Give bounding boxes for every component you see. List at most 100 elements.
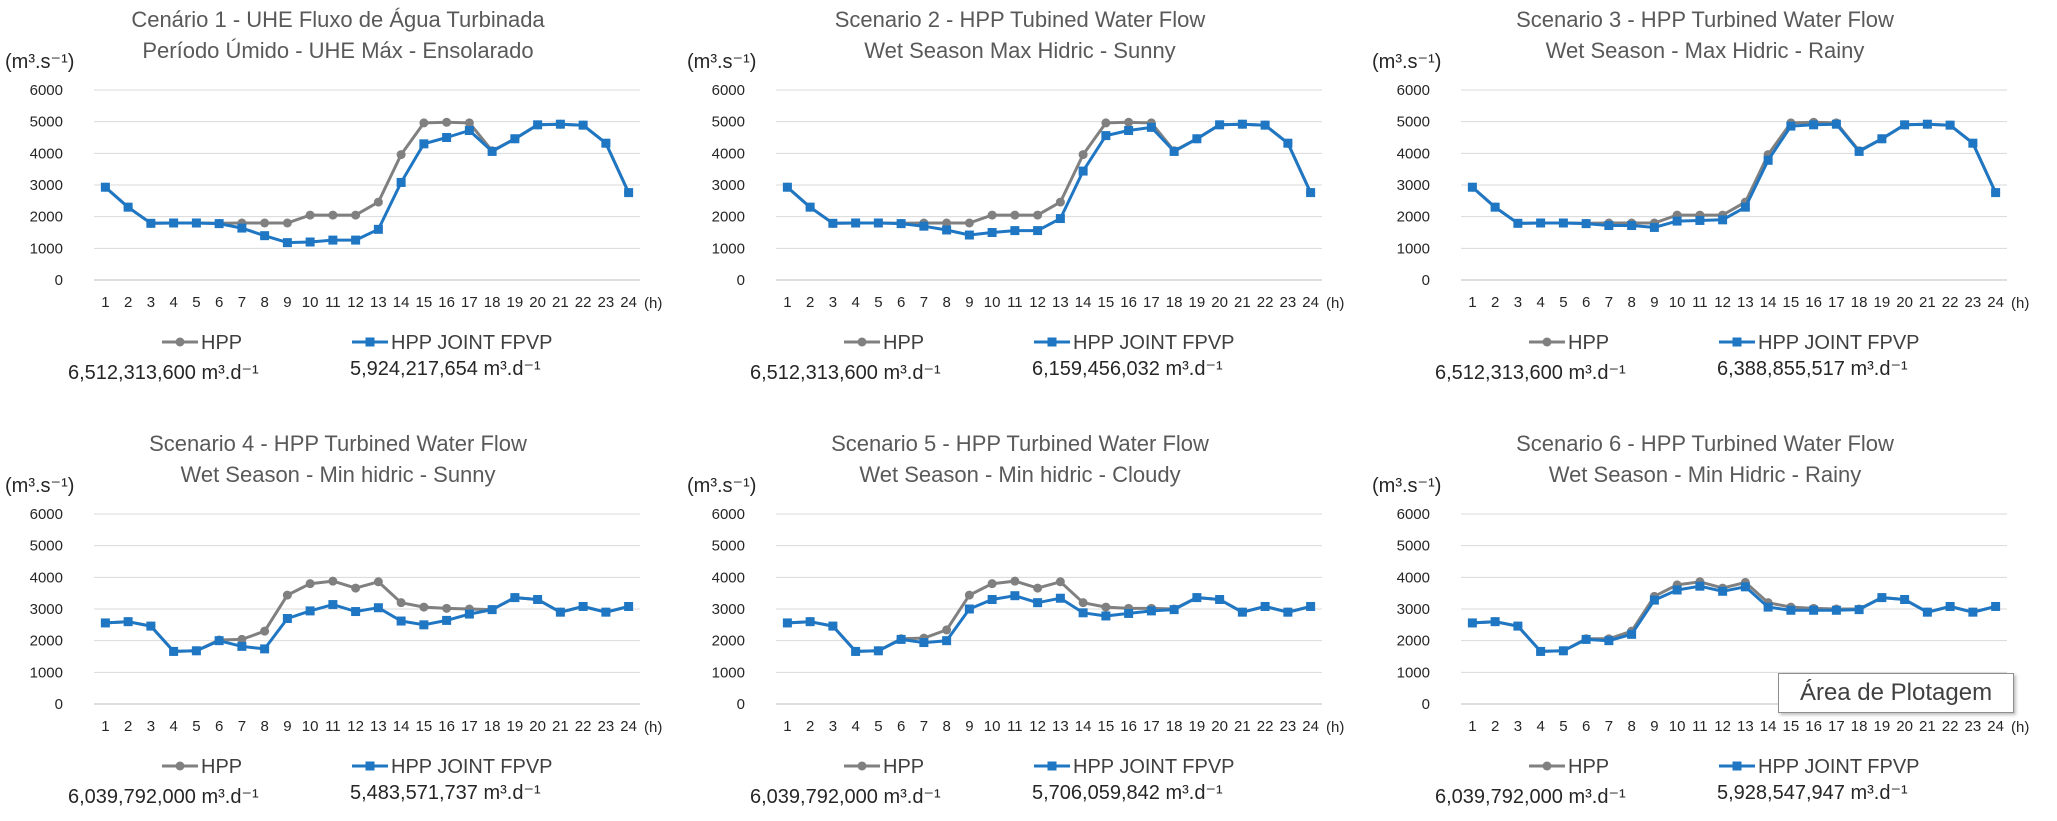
chart3-title: Scenario 3 - HPP Turbined Water Flow xyxy=(1516,7,1894,32)
chart5-series-2-total: 5,706,059,842 m³.d⁻¹ xyxy=(1032,782,1223,804)
chart5-series-2-point xyxy=(987,595,997,604)
chart1-series-2-point xyxy=(146,218,156,228)
chart6-title: Scenario 6 - HPP Turbined Water Flow xyxy=(1516,431,1894,456)
chart1-x-tick-label: 5 xyxy=(192,294,200,311)
chart5-series-2-point xyxy=(1215,595,1225,604)
chart2-series-1-total: 6,512,313,600 m³.d⁻¹ xyxy=(750,362,941,384)
chart4-series-1-point xyxy=(328,576,338,586)
chart1-y-tick-label: 3000 xyxy=(30,177,63,194)
chart5-x-tick-label: 18 xyxy=(1166,718,1183,735)
chart4-y-tick-label: 3000 xyxy=(30,601,63,618)
chart4-x-tick-label: 16 xyxy=(438,718,455,735)
chart6-x-tick-label: 9 xyxy=(1650,718,1658,735)
chart2-series-1-point xyxy=(1078,150,1088,160)
chart5-series-2-point xyxy=(1192,593,1202,603)
chart1-series-1-point xyxy=(260,218,270,228)
chart6-y-tick-label: 1000 xyxy=(1397,664,1430,681)
chart1-x-tick-label: 18 xyxy=(484,294,501,311)
chart1-legend-2-marker xyxy=(365,337,375,347)
chart1-series-1-point xyxy=(328,210,338,220)
chart1-x-tick-label: 15 xyxy=(416,294,433,311)
chart4-series-2-point xyxy=(123,617,133,627)
chart5-x-tick-label: 23 xyxy=(1280,718,1297,735)
chart6-x-tick-label: 12 xyxy=(1714,718,1731,735)
chart6-subtitle: Wet Season - Min Hidric - Rainy xyxy=(1549,462,1862,487)
chart4-series-2-point xyxy=(214,636,224,646)
chart6-x-tick-label: 8 xyxy=(1627,718,1635,735)
chart1-series-2-point xyxy=(169,218,179,228)
chart6-series-1-total: 6,039,792,000 m³.d⁻¹ xyxy=(1435,786,1626,808)
chart2-legend-1-label: HPP xyxy=(883,332,924,354)
chart3-series-2-point xyxy=(1991,188,2001,198)
chart4-y-tick-label: 6000 xyxy=(30,506,63,523)
chart6-series-2-point xyxy=(1718,586,1728,596)
chart2-x-tick-label: 8 xyxy=(942,294,950,311)
chart5-series-2-point xyxy=(964,604,974,614)
chart1-y-tick-label: 2000 xyxy=(30,209,63,226)
chart1-series-2-point xyxy=(601,138,611,148)
chart2-series-2-point xyxy=(851,218,861,228)
chart3-y-unit: (m³.s⁻¹) xyxy=(1372,51,1441,73)
chart1-x-unit: (h) xyxy=(644,295,662,312)
chart3-x-tick-label: 21 xyxy=(1919,294,1936,311)
chart1-series-2-point xyxy=(373,224,383,234)
chart1-series-2-point xyxy=(487,146,497,156)
chart1-series-2-point xyxy=(578,120,588,130)
chart2-series-2-point xyxy=(1215,120,1225,130)
chart3-x-tick-label: 14 xyxy=(1760,294,1777,311)
chart2-series-2-point xyxy=(1055,214,1065,224)
chart2-x-tick-label: 23 xyxy=(1280,294,1297,311)
chart2-series-2-point xyxy=(805,202,815,212)
chart1-x-tick-label: 7 xyxy=(238,294,246,311)
chart1-x-tick-label: 4 xyxy=(169,294,177,311)
chart3-x-tick-label: 22 xyxy=(1942,294,1959,311)
chart3-legend-2-label: HPP JOINT FPVP xyxy=(1758,332,1920,354)
chart2-x-tick-label: 12 xyxy=(1029,294,1046,311)
chart2-series-2-point xyxy=(873,218,883,228)
chart4-x-tick-label: 14 xyxy=(393,718,410,735)
chart2-y-tick-label: 2000 xyxy=(712,209,745,226)
chart1-x-tick-label: 22 xyxy=(575,294,592,311)
chart3-series-2-point xyxy=(1763,155,1773,165)
chart4-x-tick-label: 22 xyxy=(575,718,592,735)
chart1-y-unit: (m³.s⁻¹) xyxy=(5,51,74,73)
chart2-x-tick-label: 9 xyxy=(965,294,973,311)
chart1-series-2-point xyxy=(282,238,292,248)
chart1-x-tick-label: 9 xyxy=(283,294,291,311)
chart2-series-1-point xyxy=(1010,210,1020,220)
chart5-x-tick-label: 13 xyxy=(1052,718,1069,735)
chart6-x-tick-label: 24 xyxy=(1987,718,2004,735)
chart2-series-2-point xyxy=(1306,188,1316,198)
chart2-series-2-total: 6,159,456,032 m³.d⁻¹ xyxy=(1032,358,1223,380)
chart3-y-tick-label: 2000 xyxy=(1397,209,1430,226)
chart4-series-2-point xyxy=(169,646,179,656)
chart6-series-2-point xyxy=(1809,605,1819,615)
chart2-legend-2-marker xyxy=(1047,337,1057,347)
chart3-x-tick-label: 7 xyxy=(1605,294,1613,311)
chart2-x-tick-label: 22 xyxy=(1257,294,1274,311)
chart3-series-2-point xyxy=(1649,222,1659,232)
chart1-series-1-total: 6,512,313,600 m³.d⁻¹ xyxy=(68,362,259,384)
chart1-x-tick-label: 13 xyxy=(370,294,387,311)
chart2-x-tick-label: 1 xyxy=(783,294,791,311)
chart6-y-tick-label: 2000 xyxy=(1397,633,1430,650)
chart4-series-2-point xyxy=(624,601,634,611)
chart2-y-tick-label: 3000 xyxy=(712,177,745,194)
chart3-series-1-total: 6,512,313,600 m³.d⁻¹ xyxy=(1435,362,1626,384)
chart1-x-tick-label: 3 xyxy=(147,294,155,311)
chart5-series-2-point xyxy=(1260,601,1270,611)
chart3-series-2-point xyxy=(1695,215,1705,225)
chart4-x-tick-label: 24 xyxy=(620,718,637,735)
chart6-series-2-point xyxy=(1672,585,1682,595)
chart5-series-2-point xyxy=(851,646,861,656)
chart3-x-tick-label: 9 xyxy=(1650,294,1658,311)
chart5-legend-2-label: HPP JOINT FPVP xyxy=(1073,756,1235,778)
chart2-series-2-point xyxy=(1101,131,1111,141)
chart5-series-1-point xyxy=(1033,583,1043,593)
chart2-x-tick-label: 16 xyxy=(1120,294,1137,311)
chart3-y-tick-label: 1000 xyxy=(1397,240,1430,257)
chart5-x-tick-label: 21 xyxy=(1234,718,1251,735)
chart1-series-1-point xyxy=(282,218,292,228)
chart2-series-2-point xyxy=(1283,138,1293,148)
